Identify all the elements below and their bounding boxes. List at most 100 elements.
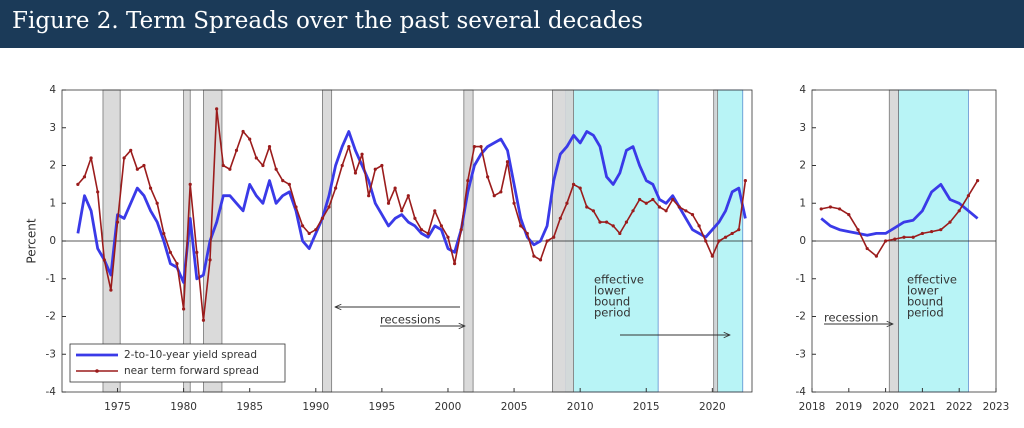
y-axis-label: Percent — [25, 218, 39, 263]
series-marker — [819, 207, 823, 211]
series-marker — [684, 209, 688, 213]
y-tick-label: -3 — [46, 348, 56, 360]
series-marker — [902, 235, 906, 239]
series-marker — [578, 186, 582, 190]
x-tick-label: 1975 — [104, 401, 131, 413]
x-tick-label: 1995 — [369, 401, 396, 413]
series-line — [77, 108, 747, 322]
series-marker — [248, 137, 252, 141]
series-marker — [472, 145, 477, 149]
elb-label: period — [594, 306, 631, 320]
series-marker — [618, 231, 622, 236]
series-marker — [201, 318, 206, 322]
series-marker — [439, 224, 443, 228]
series-marker — [241, 129, 245, 134]
series-marker — [267, 145, 272, 149]
series-marker — [340, 163, 344, 168]
plot-frame — [811, 89, 997, 393]
series-marker — [525, 231, 529, 236]
x-tick-label: 2015 — [633, 401, 660, 413]
y-tick-label: 2 — [49, 160, 56, 172]
series-marker — [505, 160, 510, 164]
elb-label: lower — [594, 284, 626, 298]
y-tick-label: 3 — [49, 122, 56, 134]
elb-label: effective — [907, 273, 957, 287]
series-marker — [155, 201, 159, 205]
x-tick-label: 2021 — [909, 401, 936, 413]
series-marker — [347, 145, 351, 149]
x-tick-label: 2022 — [946, 401, 973, 413]
series-marker — [162, 231, 166, 236]
elb-label: effective — [594, 273, 644, 287]
series-marker — [532, 254, 536, 258]
series-marker — [76, 182, 80, 186]
elb-label: bound — [907, 295, 943, 309]
y-tick-label: -2 — [796, 311, 806, 323]
series-marker — [353, 171, 358, 175]
series-marker — [254, 156, 258, 160]
series-marker — [175, 262, 179, 266]
series-marker — [386, 201, 391, 205]
y-tick-label: -2 — [46, 311, 56, 323]
series-marker — [920, 231, 925, 236]
x-tick-label: 2023 — [983, 401, 1010, 413]
series-line — [821, 180, 979, 257]
series-marker — [948, 220, 952, 224]
series-marker — [704, 239, 708, 243]
y-tick-label: -3 — [796, 348, 806, 360]
series-marker — [281, 179, 285, 183]
series-marker — [671, 197, 675, 202]
series-marker — [884, 239, 888, 243]
legend-marker — [95, 369, 99, 373]
y-tick-label: 2 — [799, 160, 806, 172]
series-marker — [631, 209, 635, 213]
series-marker — [558, 216, 562, 220]
y-tick-label: 4 — [49, 84, 56, 96]
series-line — [76, 130, 747, 284]
series-marker — [690, 212, 695, 217]
series-marker — [697, 224, 701, 228]
series-marker — [261, 163, 265, 168]
series-marker — [677, 205, 681, 209]
x-tick-label: 2018 — [799, 401, 826, 413]
series-marker — [499, 190, 503, 194]
series-marker — [717, 239, 721, 243]
series-marker — [221, 163, 225, 168]
y-tick-label: 0 — [799, 235, 806, 247]
series-marker — [433, 209, 437, 213]
series-marker — [664, 209, 668, 213]
series-marker — [274, 167, 278, 171]
series-marker — [413, 216, 417, 220]
series-marker — [847, 212, 851, 217]
series-marker — [624, 220, 629, 224]
legend-label: near term forward spread — [124, 365, 259, 377]
series-marker — [82, 175, 87, 179]
series-marker — [966, 194, 971, 198]
x-tick-label: 2020 — [872, 401, 899, 413]
series-marker — [737, 228, 741, 232]
series-marker — [426, 231, 430, 236]
series-marker — [109, 288, 113, 292]
elb-label: bound — [594, 295, 630, 309]
series-marker — [638, 197, 642, 202]
series-marker — [182, 307, 186, 311]
x-tick-label: 2000 — [435, 401, 462, 413]
series-marker — [479, 145, 483, 149]
series-marker — [828, 205, 833, 209]
header: Figure 2. Term Spreads over the past sev… — [0, 0, 1024, 48]
series-marker — [930, 229, 934, 234]
series-marker — [142, 163, 146, 168]
series-marker — [976, 179, 980, 183]
series-marker — [300, 224, 305, 228]
series-marker — [115, 220, 120, 224]
x-tick-label: 1985 — [236, 401, 263, 413]
recession-label: recession — [824, 311, 878, 325]
series-marker — [865, 246, 869, 251]
series-marker — [89, 156, 93, 160]
series-line — [820, 183, 979, 237]
series-marker — [911, 235, 915, 239]
series-marker — [730, 231, 734, 236]
series-marker — [838, 207, 842, 211]
series-marker — [452, 262, 457, 266]
